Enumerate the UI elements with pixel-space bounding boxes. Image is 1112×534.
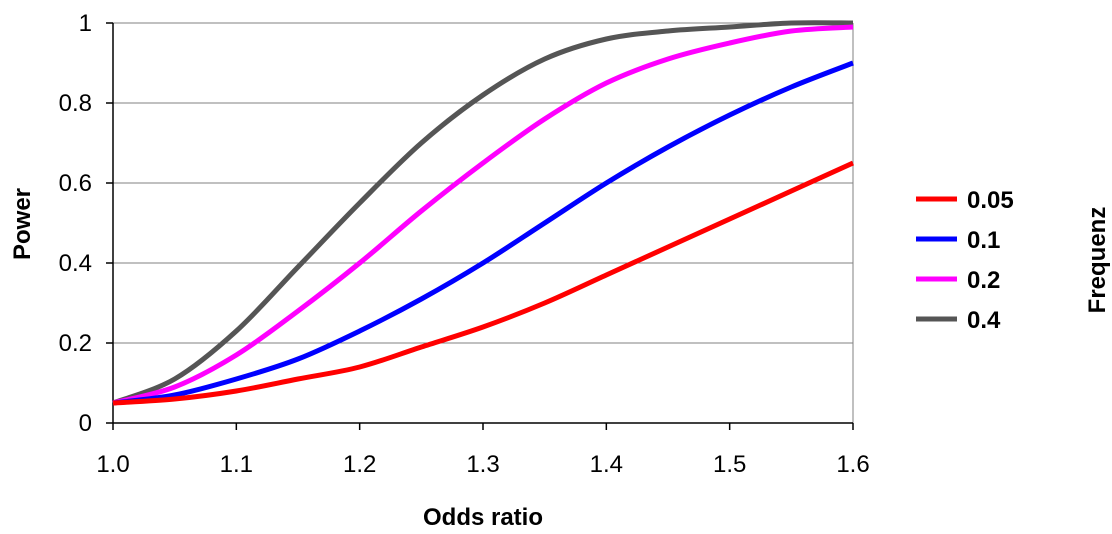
series-line-0.2 [112,24,854,406]
legend-label-0.1: 0.1 [967,227,1000,254]
y-tick-label-1: 0.2 [59,330,92,357]
legend-label-0.4: 0.4 [967,307,1001,334]
x-tick-label-3: 1.3 [466,451,499,478]
legend-title: Frequenz [1084,207,1111,314]
x-tick-label-5: 1.5 [713,451,746,478]
y-tick-label-5: 1 [79,10,92,37]
legend-label-0.2: 0.2 [967,267,1000,294]
series-line-0.4 [112,20,854,406]
x-tick-label-0: 1.0 [96,451,129,478]
plot-lines [112,20,855,406]
x-tick-label-1: 1.1 [220,451,253,478]
x-axis-title: Odds ratio [423,504,543,531]
y-axis-title: Power [9,188,36,260]
x-tick-label-4: 1.4 [590,451,623,478]
legend-label-0.05: 0.05 [967,187,1014,214]
y-axis-ticks: 0 0.2 0.4 0.6 0.8 1 [59,10,113,437]
x-tick-label-6: 1.6 [836,451,869,478]
series-line-0.05 [112,160,855,406]
x-axis-ticks: 1.0 1.1 1.2 1.3 1.4 1.5 1.6 [96,423,870,478]
y-tick-label-4: 0.8 [59,90,92,117]
y-tick-label-2: 0.4 [59,250,92,277]
y-tick-label-3: 0.6 [59,170,92,197]
x-tick-label-2: 1.2 [343,451,376,478]
series-line-0.1 [112,60,854,406]
y-tick-label-0: 0 [79,410,92,437]
legend: 0.05 0.1 0.2 0.4 [916,187,1014,334]
